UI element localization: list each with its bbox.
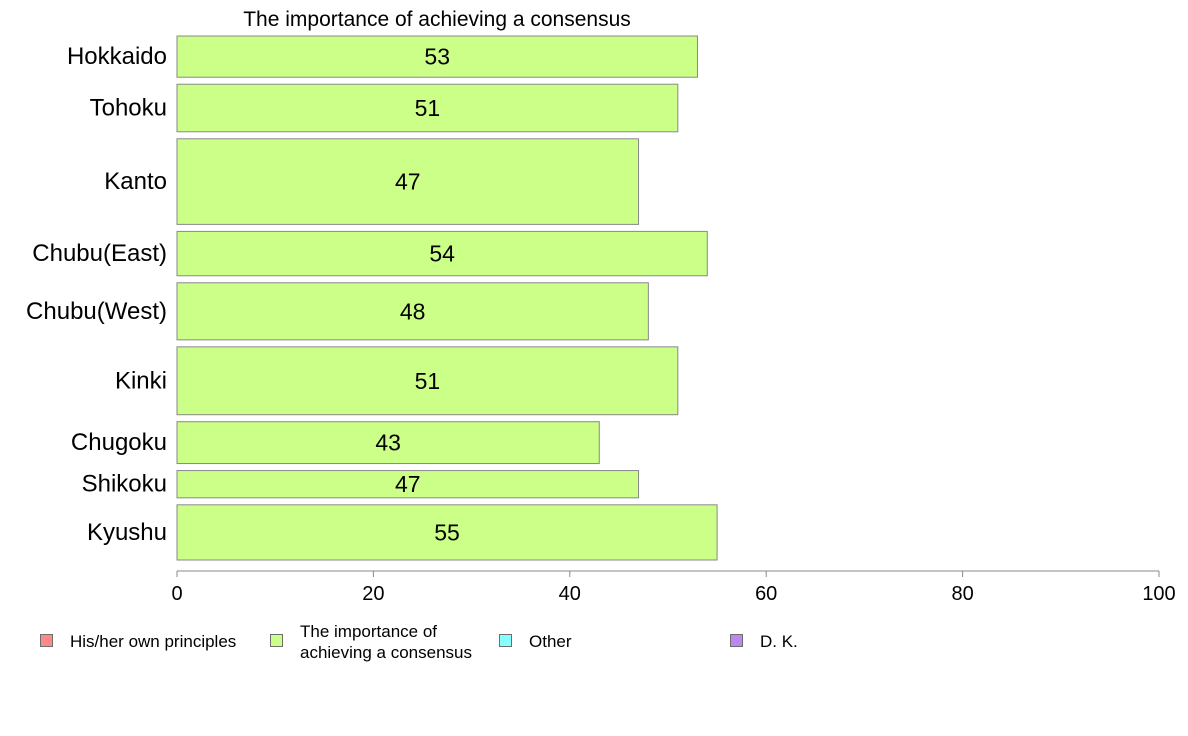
- data-label-kinki: 51: [415, 368, 441, 394]
- bar-tohoku: [176, 83, 679, 133]
- x-tick-label-60: 60: [755, 583, 777, 605]
- x-tick-label-100: 100: [1142, 583, 1175, 605]
- bar-kanto: [176, 138, 640, 225]
- x-tick-label-0: 0: [171, 583, 182, 605]
- category-label-shikoku: Shikoku: [82, 471, 167, 498]
- x-tick-label-20: 20: [362, 583, 384, 605]
- x-tick-label-40: 40: [559, 583, 581, 605]
- category-label-kyushu: Kyushu: [87, 519, 167, 546]
- data-label-tohoku: 51: [415, 95, 441, 121]
- category-label-chugoku: Chugoku: [71, 429, 167, 456]
- category-label-chubu-west: Chubu(West): [26, 298, 167, 325]
- bar-kinki: [176, 346, 679, 416]
- category-label-kanto: Kanto: [104, 168, 167, 195]
- category-label-chubu-east: Chubu(East): [32, 240, 167, 267]
- data-label-chubu-west: 48: [400, 298, 426, 324]
- category-label-hokkaido: Hokkaido: [67, 43, 167, 70]
- bar-chubu-west: [176, 282, 649, 341]
- data-label-shikoku: 47: [395, 471, 421, 497]
- bars-group: 53 Hokkaido 51 Tohoku 47 Kanto 54 Chubu(East) 48…: [26, 35, 718, 561]
- category-label-tohoku: Tohoku: [90, 95, 167, 122]
- data-label-kanto: 47: [395, 169, 421, 195]
- data-label-chugoku: 43: [375, 430, 401, 456]
- bar-kyushu: [176, 504, 718, 561]
- x-tick-label-80: 80: [951, 583, 973, 605]
- bar-hokkaido: [176, 35, 698, 78]
- data-label-chubu-east: 54: [429, 241, 455, 267]
- x-axis: 0 20 40 60 80 100: [171, 570, 1176, 605]
- bar-shikoku: [176, 470, 640, 499]
- chart-title: The importance of achieving a consensus: [243, 8, 631, 31]
- bar-chubu-east: [176, 230, 708, 277]
- category-label-kinki: Kinki: [115, 367, 167, 394]
- data-label-hokkaido: 53: [424, 44, 450, 70]
- data-label-kyushu: 55: [434, 519, 460, 545]
- bar-chugoku: [176, 421, 600, 465]
